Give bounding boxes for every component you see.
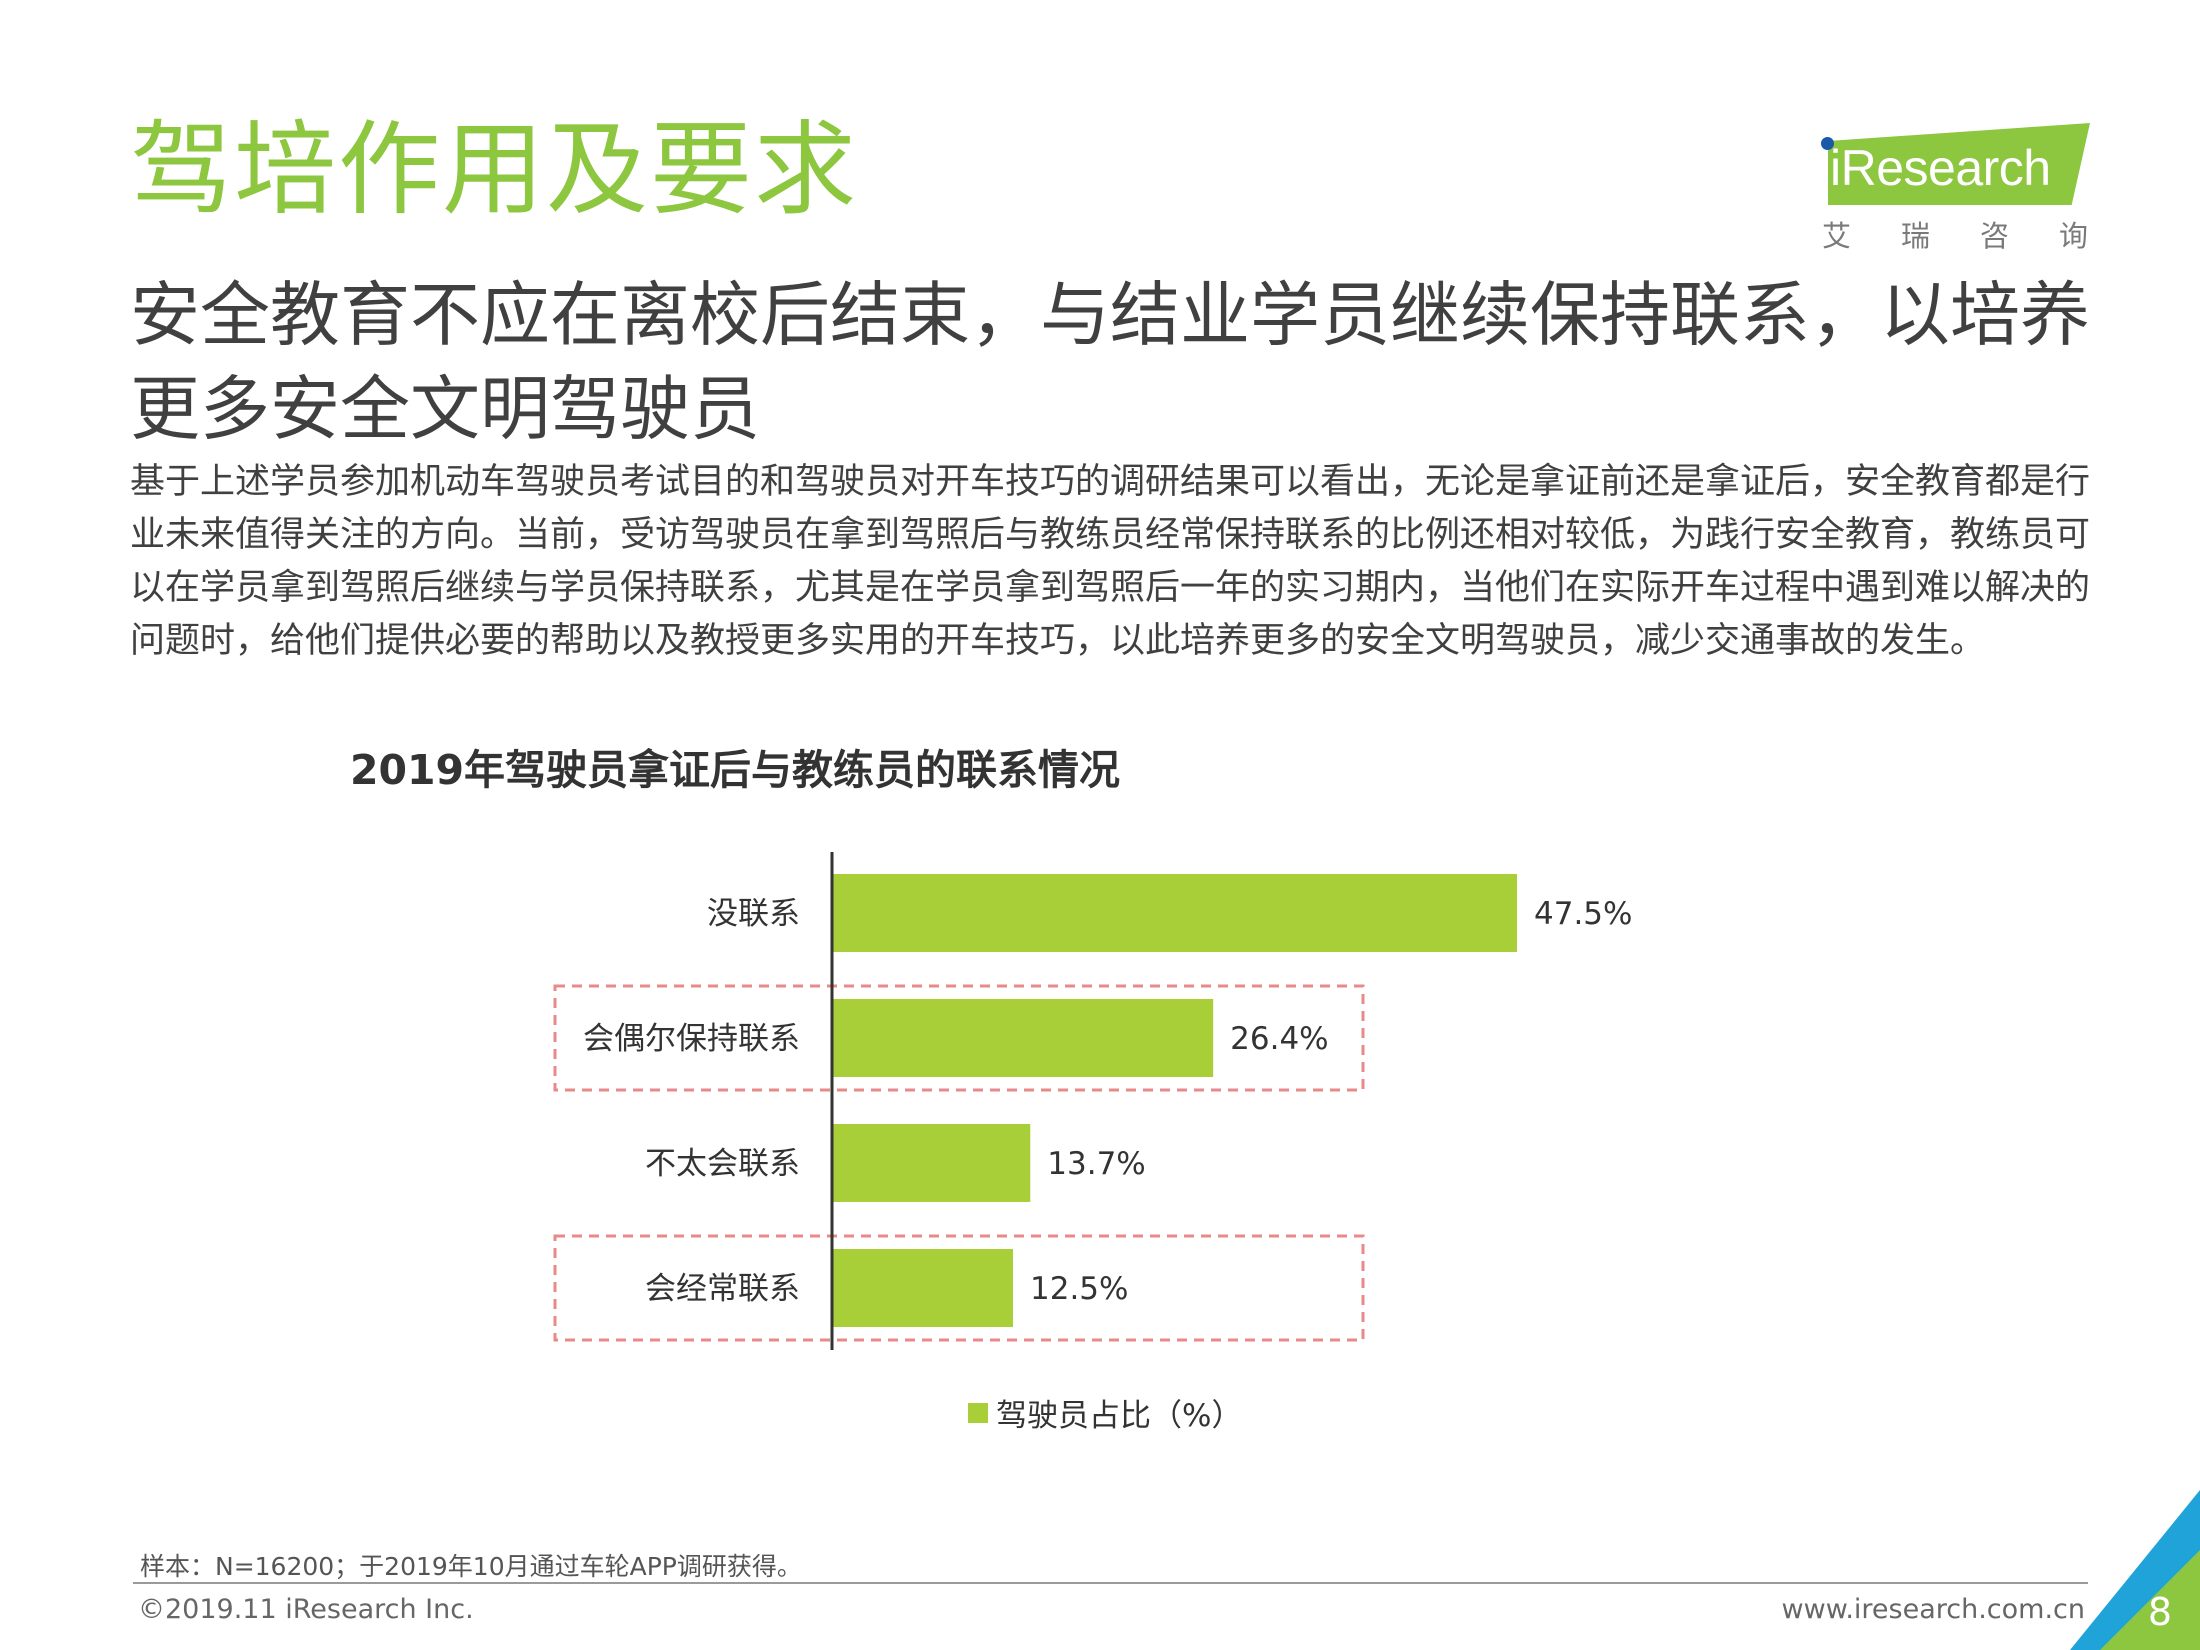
bar xyxy=(833,1249,1013,1327)
category-label: 没联系 xyxy=(707,896,800,932)
logo-char: 咨 xyxy=(1979,219,2009,253)
bar xyxy=(833,1124,1031,1202)
website-link[interactable]: www.iresearch.com.cn xyxy=(1781,1594,2085,1625)
logo-char: 艾 xyxy=(1822,219,1852,253)
page-number: 8 xyxy=(2147,1590,2173,1634)
copyright: ©2019.11 iResearch Inc. xyxy=(138,1594,474,1625)
intro-paragraph: 基于上述学员参加机动车驾驶员考试目的和驾驶员对开车技巧的调研结果可以看出，无论是… xyxy=(130,462,2091,661)
legend-label: 驾驶员占比（%） xyxy=(996,1398,1243,1434)
highlight-box xyxy=(553,984,1365,1092)
corner-decoration xyxy=(2070,1490,2200,1650)
iresearch-logo: iResearch 艾 瑞 咨 询 xyxy=(1818,115,2090,253)
category-label: 会偶尔保持联系 xyxy=(583,1021,800,1057)
footer-divider xyxy=(133,1582,2088,1584)
corner-green-shape xyxy=(2100,1550,2200,1650)
logo-char: 瑞 xyxy=(1900,219,1930,253)
value-label: 13.7% xyxy=(1047,1146,1145,1182)
bar xyxy=(833,874,1517,952)
page-title: 驾培作用及要求 xyxy=(130,111,858,230)
logo-dot-icon xyxy=(1821,137,1834,150)
chart-legend: 驾驶员占比（%） xyxy=(968,1390,1242,1435)
logo-chinese-name: 艾 瑞 咨 询 xyxy=(1822,213,2088,255)
page-subtitle: 安全教育不应在离校后结束，与结业学员继续保持联系，以培养更多安全文明驾驶员 xyxy=(130,274,2090,450)
value-label: 26.4% xyxy=(1230,1021,1328,1057)
sample-note: 样本：N=16200；于2019年10月通过车轮APP调研获得。 xyxy=(140,1552,802,1581)
category-label: 会经常联系 xyxy=(645,1271,800,1307)
category-label: 不太会联系 xyxy=(645,1146,800,1182)
value-label: 47.5% xyxy=(1534,896,1632,932)
chart-title: 2019年驾驶员拿证后与教练员的联系情况 xyxy=(349,746,1121,794)
legend-swatch xyxy=(968,1402,988,1423)
logo-char: 询 xyxy=(2058,219,2088,253)
highlight-box xyxy=(553,1234,1365,1342)
logo-text: iResearch xyxy=(1830,140,2051,196)
value-label: 12.5% xyxy=(1030,1271,1128,1307)
bar xyxy=(833,999,1214,1077)
